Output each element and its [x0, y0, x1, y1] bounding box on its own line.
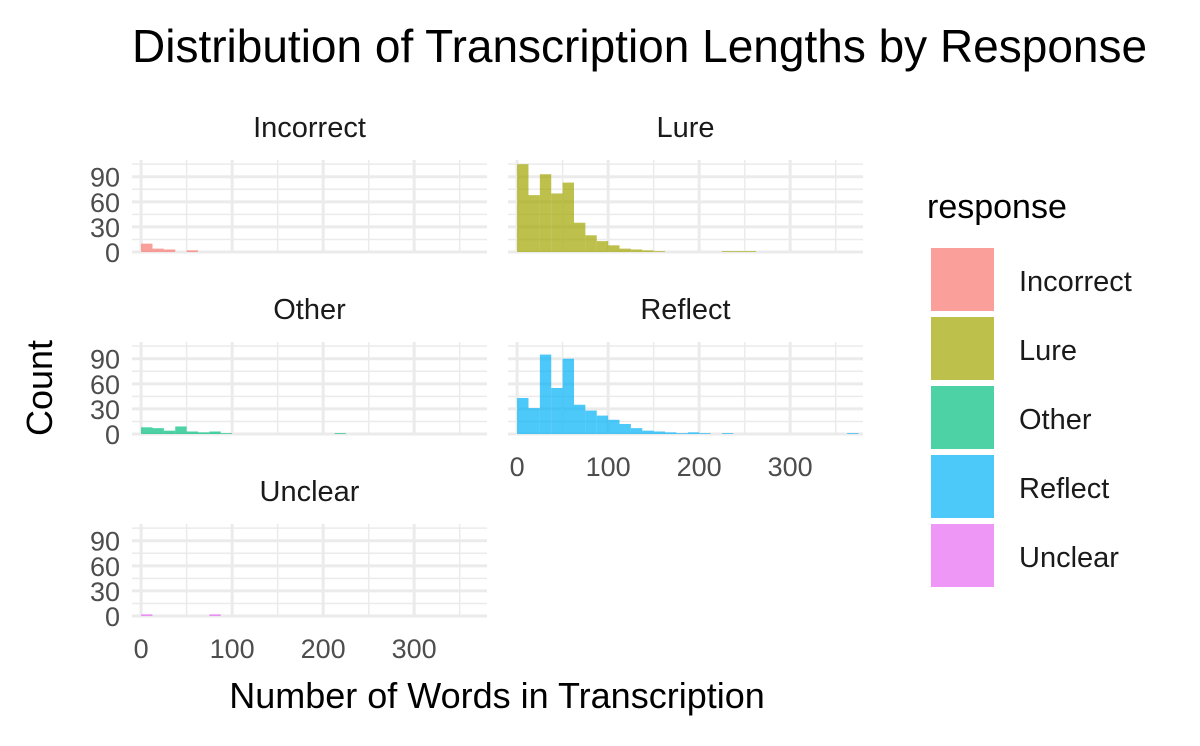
histogram-bar-other: [141, 427, 153, 434]
histogram-bar-reflect: [721, 433, 734, 434]
histogram-bar-lure: [619, 248, 631, 252]
histogram-bar-reflect: [528, 408, 540, 434]
facet-panels: Incorrect0306090LureOther0306090Reflect0…: [90, 112, 863, 664]
facet-panel-lure: Lure: [508, 112, 863, 254]
x-tick-label: 200: [301, 634, 346, 664]
histogram-bar-lure: [596, 241, 609, 252]
y-tick-label: 60: [90, 552, 120, 582]
histogram-bar-other: [163, 430, 176, 434]
histogram-bar-unclear: [209, 614, 221, 616]
histogram-bar-reflect: [847, 433, 859, 434]
y-tick-label: 0: [105, 602, 120, 632]
histogram-bar-incorrect: [152, 248, 164, 252]
histogram-bar-lure: [721, 251, 734, 252]
histogram-bar-reflect: [539, 354, 552, 434]
legend-key-incorrect: [931, 248, 994, 311]
y-tick-label: 30: [90, 577, 120, 607]
x-tick-label: 300: [392, 634, 437, 664]
x-tick-label: 0: [510, 452, 525, 482]
facet-label-unclear: Unclear: [260, 476, 360, 508]
facet-label-lure: Lure: [656, 112, 714, 144]
histogram-bar-reflect: [517, 398, 529, 434]
legend-label-incorrect: Incorrect: [1019, 266, 1132, 298]
histogram-bar-reflect: [699, 433, 711, 434]
histogram-bar-reflect: [653, 431, 666, 434]
legend-key-reflect: [931, 455, 994, 518]
histogram-bar-reflect: [642, 430, 654, 434]
histogram-bar-other: [209, 431, 221, 434]
histogram-bar-lure: [630, 249, 643, 252]
histogram-bar-lure: [733, 251, 745, 252]
x-tick-label: 0: [134, 634, 149, 664]
histogram-bar-reflect: [665, 432, 677, 434]
histogram-bar-incorrect: [163, 249, 176, 252]
y-axis-title: Count: [19, 340, 60, 436]
histogram-bar-lure: [551, 193, 563, 252]
x-tick-label: 300: [768, 452, 813, 482]
histogram-bar-lure: [653, 251, 666, 252]
histogram-bar-reflect: [676, 433, 688, 434]
histogram-bar-other: [175, 426, 187, 434]
y-tick-label: 90: [90, 527, 120, 557]
x-tick-label: 200: [677, 452, 722, 482]
histogram-bar-reflect: [562, 358, 574, 434]
legend-title: response: [927, 188, 1067, 226]
y-tick-label: 60: [90, 370, 120, 400]
histogram-bar-lure: [528, 195, 540, 252]
histogram-bar-lure: [562, 182, 574, 252]
histogram-bar-other: [186, 431, 198, 434]
histogram-bar-reflect: [687, 432, 700, 434]
y-tick-label: 30: [90, 213, 120, 243]
histogram-bar-incorrect: [141, 243, 153, 252]
facet-label-incorrect: Incorrect: [253, 112, 366, 144]
histogram-bar-lure: [744, 251, 757, 252]
facet-label-other: Other: [273, 294, 346, 326]
legend-label-reflect: Reflect: [1019, 473, 1109, 505]
histogram-bar-reflect: [608, 419, 620, 434]
legend-label-lure: Lure: [1019, 335, 1077, 367]
histogram-bar-lure: [517, 164, 529, 252]
histogram-bar-other: [220, 433, 233, 434]
y-tick-label: 90: [90, 345, 120, 375]
legend-key-other: [931, 386, 994, 449]
histogram-bar-other: [334, 433, 346, 434]
facet-label-reflect: Reflect: [640, 294, 730, 326]
histogram-bar-lure: [539, 174, 552, 252]
histogram-bar-reflect: [619, 423, 631, 434]
y-tick-label: 0: [105, 238, 120, 268]
histogram-bar-lure: [608, 245, 620, 252]
x-tick-label: 100: [586, 452, 631, 482]
histogram-bar-incorrect: [186, 250, 198, 252]
histogram-bar-other: [197, 432, 210, 434]
histogram-bar-reflect: [630, 428, 643, 434]
x-tick-label: 100: [210, 634, 255, 664]
histogram-bar-other: [152, 428, 164, 434]
histogram-bar-lure: [642, 250, 654, 252]
legend-label-other: Other: [1019, 404, 1092, 436]
y-tick-label: 30: [90, 395, 120, 425]
histogram-bar-reflect: [573, 404, 586, 434]
legend-label-unclear: Unclear: [1019, 542, 1119, 574]
x-axis-title: Number of Words in Transcription: [229, 675, 765, 716]
facet-panel-reflect: Reflect 0 100 200 300: [508, 294, 863, 482]
histogram-bar-lure: [585, 235, 597, 252]
y-tick-label: 60: [90, 188, 120, 218]
y-tick-label: 0: [105, 420, 120, 450]
legend: response Incorrect Lure Other Reflect Unclea…: [927, 188, 1132, 587]
histogram-bar-reflect: [596, 415, 609, 434]
histogram-bar-unclear: [141, 614, 153, 616]
histogram-bar-reflect: [585, 410, 597, 434]
histogram-bar-lure: [573, 222, 586, 252]
legend-key-unclear: [931, 524, 994, 587]
chart-title: Distribution of Transcription Lengths by…: [132, 20, 1147, 72]
histogram-bar-reflect: [551, 388, 563, 434]
y-tick-label: 90: [90, 163, 120, 193]
legend-key-lure: [931, 317, 994, 380]
